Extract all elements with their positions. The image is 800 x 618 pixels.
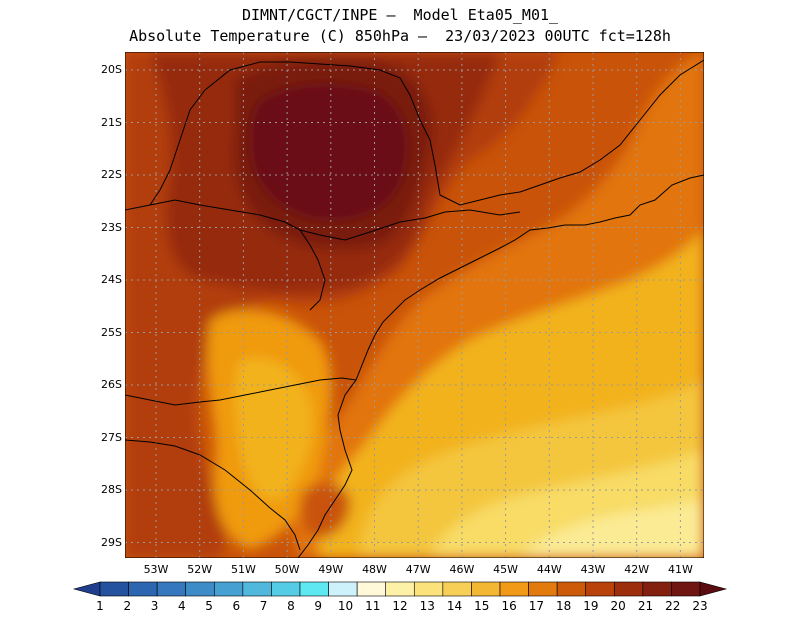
longitude-label: 46W bbox=[449, 563, 475, 576]
latitude-label: 23S bbox=[101, 220, 122, 234]
colorbar-swatch bbox=[528, 581, 558, 597]
colorbar-label: 2 bbox=[123, 599, 132, 613]
latitude-label: 25S bbox=[101, 325, 122, 339]
longitude-label: 49W bbox=[318, 563, 344, 576]
colorbar-label: 12 bbox=[392, 599, 408, 613]
longitude-label: 48W bbox=[362, 563, 387, 576]
colorbar-label: 5 bbox=[205, 599, 213, 613]
colorbar-swatch bbox=[556, 581, 587, 597]
state-border bbox=[125, 377, 357, 406]
latitude-label: 28S bbox=[101, 483, 122, 496]
latitude-label: 27S bbox=[101, 430, 122, 444]
colorbar-arrow-low bbox=[72, 581, 101, 597]
colorbar-label: 22 bbox=[665, 599, 681, 613]
longitude-label: 47W bbox=[405, 563, 431, 576]
colorbar-label: 1 bbox=[96, 599, 104, 613]
longitude-label: 45W bbox=[493, 563, 519, 576]
colorbar-swatch bbox=[499, 581, 529, 597]
colorbar-label: 9 bbox=[314, 599, 322, 613]
colorbar-label: 15 bbox=[474, 599, 490, 613]
colorbar-label: 20 bbox=[610, 599, 626, 613]
longitude-label: 41W bbox=[667, 563, 693, 576]
lat-lon-grid bbox=[125, 52, 704, 558]
state-border bbox=[519, 59, 704, 193]
colorbar-swatch bbox=[356, 581, 387, 597]
colorbar-swatch bbox=[299, 581, 329, 597]
colorbar-swatch bbox=[213, 581, 244, 597]
colorbar-label: 4 bbox=[177, 599, 186, 613]
latitude-label: 24S bbox=[101, 273, 122, 286]
longitude-label: 52W bbox=[187, 563, 213, 576]
state-border bbox=[204, 61, 521, 206]
colorbar-label: 13 bbox=[419, 599, 435, 613]
colorbar-label: 16 bbox=[501, 599, 517, 613]
colorbar-label: 7 bbox=[259, 599, 268, 613]
colorbar-label: 21 bbox=[637, 599, 654, 613]
title-line-1: DIMNT/CGCT/INPE – Model Eta05_M01_ bbox=[241, 6, 559, 24]
colorbar-swatch bbox=[671, 581, 701, 597]
colorbar-swatch bbox=[413, 581, 444, 597]
colorbar-swatch bbox=[442, 581, 472, 597]
longitude-label: 51W bbox=[230, 563, 256, 576]
colorbar bbox=[72, 581, 728, 597]
latitude-label: 20S bbox=[101, 63, 122, 76]
colorbar-label: 23 bbox=[692, 599, 708, 613]
latitude-label: 29S bbox=[101, 535, 122, 549]
colorbar-label: 8 bbox=[287, 599, 295, 613]
colorbar-swatch bbox=[128, 581, 158, 597]
latitude-label: 22S bbox=[101, 168, 122, 181]
colorbar-label: 10 bbox=[337, 599, 354, 613]
colorbar-label: 6 bbox=[232, 599, 241, 613]
longitude-label: 53W bbox=[143, 563, 169, 576]
latitude-label: 21S bbox=[101, 115, 122, 129]
colorbar-swatch bbox=[585, 581, 615, 597]
colorbar-swatch bbox=[99, 581, 129, 597]
colorbar-arrow-high bbox=[699, 581, 728, 597]
colorbar-swatch bbox=[471, 581, 501, 597]
colorbar-label: 18 bbox=[555, 599, 572, 613]
colorbar-swatch bbox=[613, 581, 644, 597]
state-border bbox=[125, 199, 326, 311]
zone-12 bbox=[520, 500, 704, 558]
colorbar-swatch bbox=[242, 581, 272, 597]
zone-23 bbox=[249, 82, 409, 222]
latitude-label: 26S bbox=[101, 378, 122, 391]
longitude-label: 42W bbox=[624, 563, 650, 576]
colorbar-swatch bbox=[156, 581, 187, 597]
state-border bbox=[125, 439, 301, 551]
colorbar-swatch bbox=[271, 581, 301, 597]
colorbar-swatch bbox=[385, 581, 415, 597]
longitude-label: 43W bbox=[580, 563, 606, 576]
temperature-field bbox=[125, 52, 704, 558]
state-border bbox=[299, 209, 521, 241]
longitude-label: 50W bbox=[274, 563, 300, 576]
coastline bbox=[125, 59, 704, 558]
colorbar-swatch bbox=[328, 581, 358, 597]
colorbar-label: 3 bbox=[150, 599, 159, 613]
colorbar-label: 19 bbox=[583, 599, 599, 613]
colorbar-swatch bbox=[642, 581, 672, 597]
colorbar-label: 11 bbox=[365, 599, 381, 613]
colorbar-label: 14 bbox=[446, 599, 463, 613]
title-line-2: Absolute Temperature (C) 850hPa – 23/03/… bbox=[129, 27, 671, 45]
state-border bbox=[149, 89, 206, 206]
colorbar-label: 17 bbox=[528, 599, 544, 613]
coastline-path bbox=[297, 174, 704, 558]
longitude-label: 44W bbox=[536, 563, 562, 576]
colorbar-swatch bbox=[185, 581, 215, 597]
